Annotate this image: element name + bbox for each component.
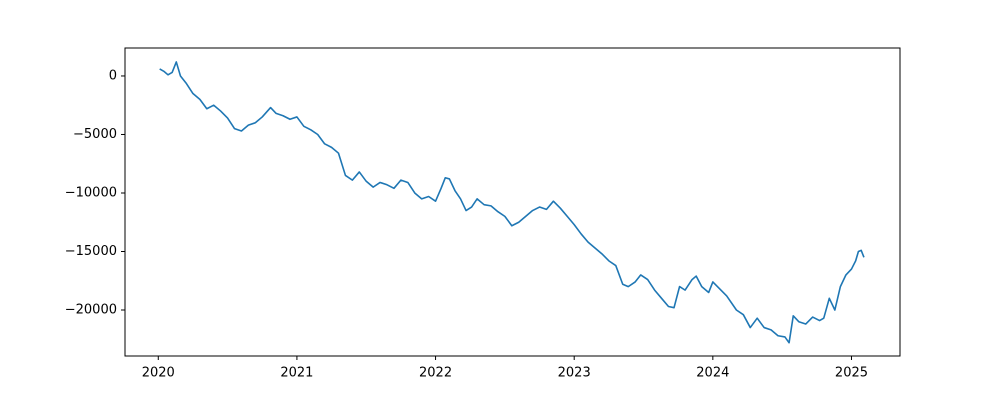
y-tick-label: −20000 bbox=[65, 303, 117, 318]
x-tick-label: 2021 bbox=[280, 366, 313, 381]
plot-frame bbox=[124, 47, 901, 357]
x-tick-label: 2022 bbox=[419, 366, 452, 381]
x-tick-label: 2023 bbox=[558, 366, 591, 381]
y-tick-label: 0 bbox=[109, 68, 117, 83]
x-tick-label: 2020 bbox=[142, 366, 175, 381]
data-line bbox=[159, 61, 865, 344]
y-tick-label: −10000 bbox=[65, 185, 117, 200]
y-tick-label: −15000 bbox=[65, 244, 117, 259]
y-tick-label: −5000 bbox=[73, 127, 117, 142]
x-tick-label: 2024 bbox=[696, 366, 729, 381]
x-tick-label: 2025 bbox=[835, 366, 868, 381]
